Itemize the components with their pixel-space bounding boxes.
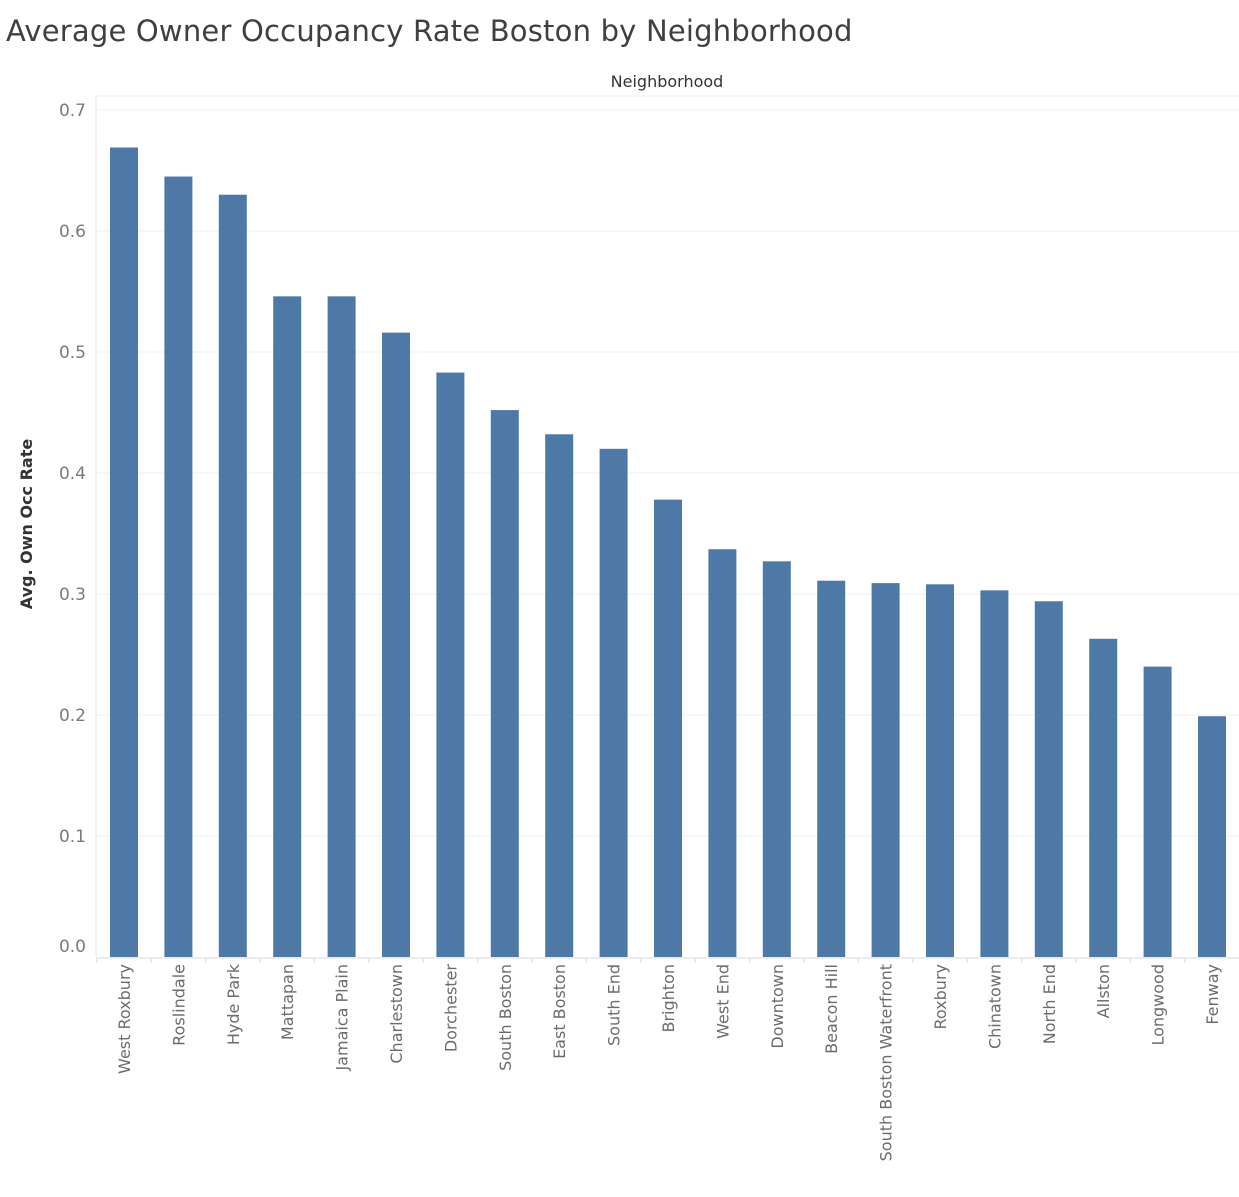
bar[interactable]	[1089, 638, 1118, 957]
bar[interactable]	[871, 583, 900, 957]
y-tick-label: 0.2	[59, 706, 86, 726]
x-tick-label: South End	[605, 964, 624, 1046]
x-tick-label: Beacon Hill	[822, 964, 841, 1054]
x-tick-label: Dorchester	[441, 964, 460, 1053]
x-tick-label: East Boston	[550, 964, 569, 1059]
y-axis-label: Avg. Own Occ Rate	[17, 439, 36, 610]
x-tick-label: West Roxbury	[115, 964, 134, 1074]
y-tick-label: 0.5	[59, 343, 86, 363]
x-tick-label: Brighton	[659, 964, 678, 1033]
y-tick-label: 0.4	[59, 464, 86, 484]
x-tick-label: Charlestown	[387, 964, 406, 1064]
bar[interactable]	[218, 194, 247, 957]
x-tick-label: South Boston Waterfront	[877, 964, 896, 1161]
y-tick-label: 0.0	[59, 937, 86, 957]
x-tick-label: Allston	[1094, 964, 1113, 1018]
x-tick-label: Roxbury	[931, 964, 950, 1030]
y-tick-label: 0.7	[59, 101, 86, 121]
x-axis-label: Neighborhood	[611, 72, 724, 91]
bar[interactable]	[1198, 716, 1226, 957]
x-tick-labels: West Roxbury Roslindale Hyde Park Mattapan J…	[96, 958, 1222, 1161]
bar[interactable]	[382, 332, 410, 957]
x-tick-label: Fenway	[1203, 964, 1222, 1025]
bar[interactable]	[164, 176, 193, 958]
y-tick-label: 0.1	[59, 827, 86, 847]
x-tick-label: South Boston	[496, 964, 515, 1071]
y-tick-label: 0.3	[59, 585, 86, 605]
bar[interactable]	[762, 561, 791, 957]
y-tick-label: 0.6	[59, 222, 86, 242]
x-tick-label: Jamaica Plain	[333, 964, 352, 1072]
chart-title: Average Owner Occupancy Rate Boston by N…	[6, 14, 853, 48]
x-tick-label: Hyde Park	[224, 963, 243, 1045]
bar[interactable]	[926, 584, 954, 957]
x-tick-label: Chinatown	[985, 964, 1004, 1049]
bar[interactable]	[708, 549, 737, 957]
y-tick-labels: 0.0 0.1 0.2 0.3 0.4 0.5 0.6 0.7	[59, 101, 86, 957]
bar[interactable]	[1143, 666, 1172, 957]
x-tick-label: Roslindale	[169, 964, 188, 1046]
bar[interactable]	[327, 296, 356, 958]
bar[interactable]	[490, 410, 519, 958]
x-tick-label: Mattapan	[278, 964, 297, 1040]
x-tick-label: Longwood	[1149, 964, 1168, 1046]
bar[interactable]	[545, 434, 574, 957]
bar[interactable]	[110, 147, 138, 957]
bar[interactable]	[980, 590, 1009, 957]
bars	[110, 147, 1226, 958]
bar[interactable]	[436, 372, 465, 957]
bar[interactable]	[273, 296, 302, 958]
bar[interactable]	[1034, 601, 1063, 957]
x-tick-label: North End	[1040, 964, 1059, 1044]
bar[interactable]	[817, 580, 846, 957]
x-tick-label: West End	[713, 964, 732, 1039]
bar[interactable]	[654, 499, 682, 957]
bar[interactable]	[599, 448, 628, 957]
x-tick-label: Downtown	[768, 964, 787, 1049]
